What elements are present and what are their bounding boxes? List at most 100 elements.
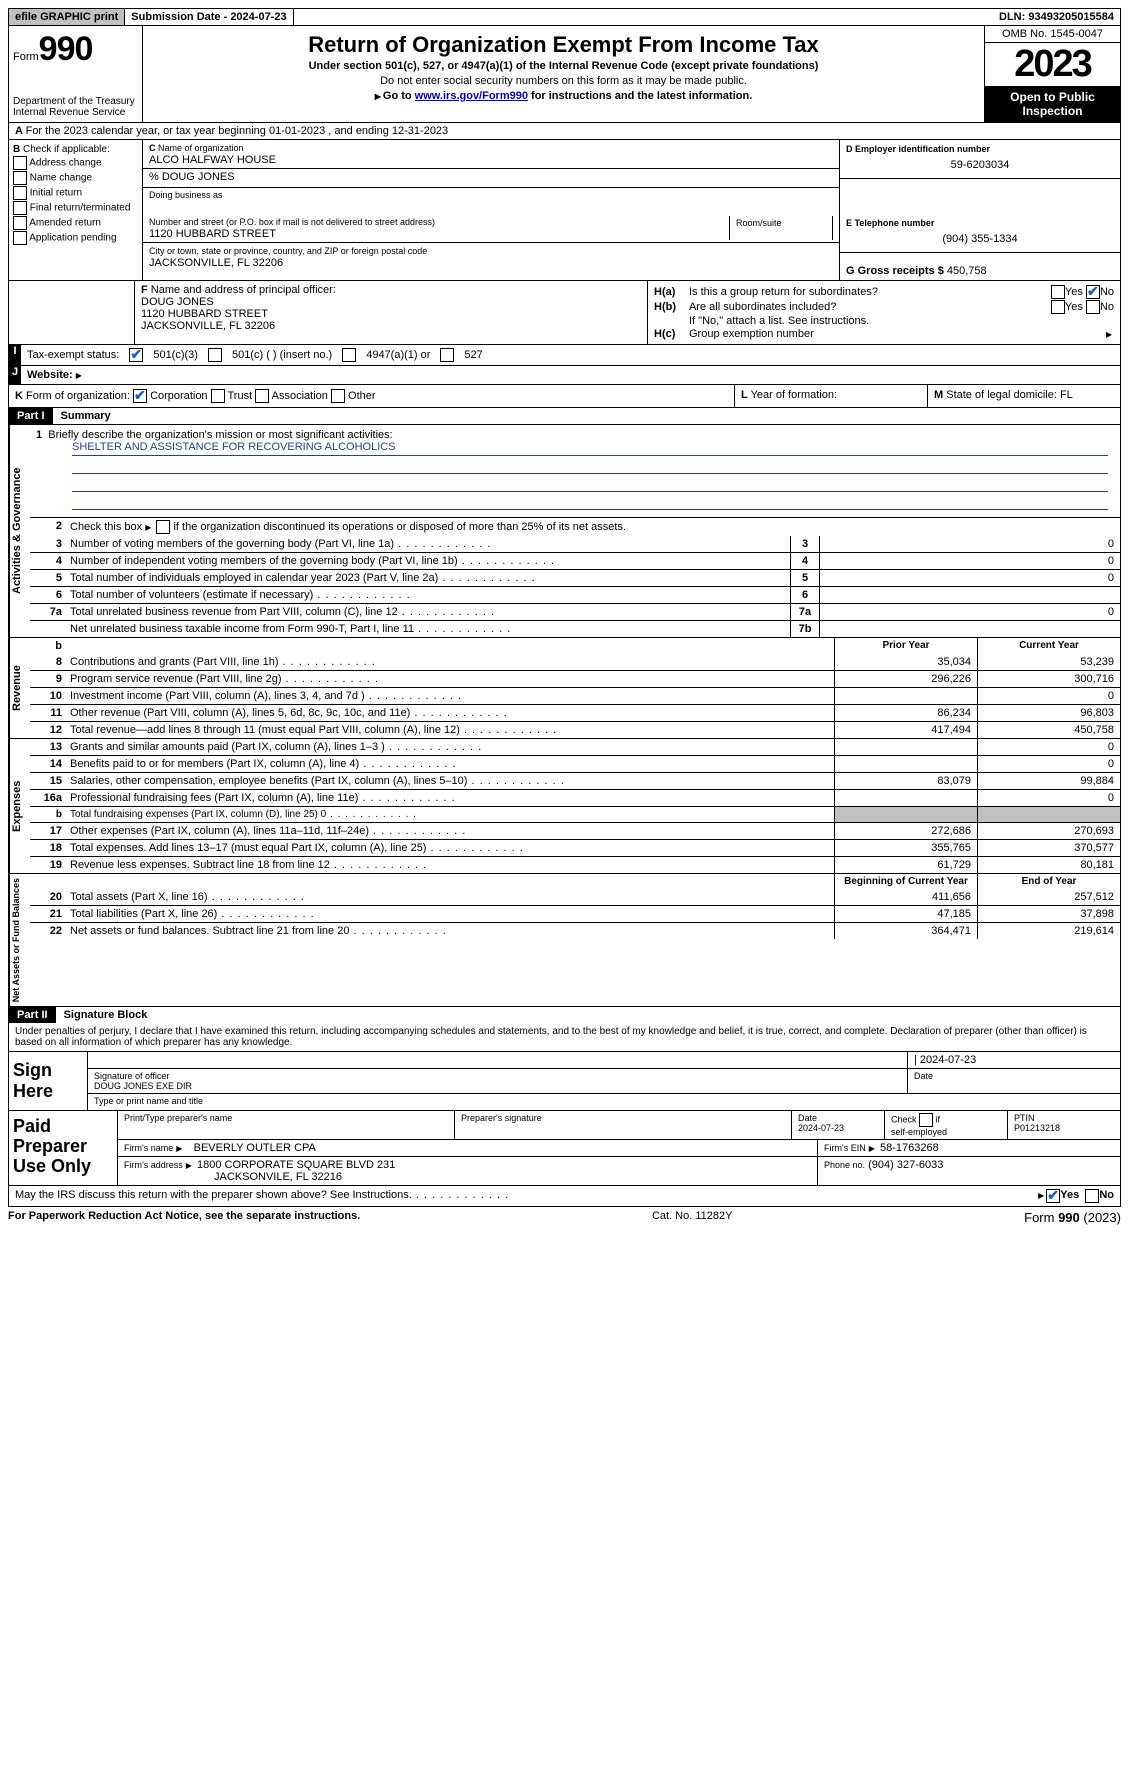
row-j-label: J — [9, 366, 21, 384]
cb-501c[interactable] — [208, 348, 222, 362]
line-13: Grants and similar amounts paid (Part IX… — [66, 739, 834, 755]
name-title-label: Type or print name and title — [88, 1094, 1120, 1108]
cb-4947[interactable] — [342, 348, 356, 362]
form-header: Form990 Department of the Treasury Inter… — [9, 26, 1120, 122]
curr-14: 0 — [977, 756, 1120, 772]
line-17: Other expenses (Part IX, column (A), lin… — [66, 823, 834, 839]
cb-discuss-yes[interactable] — [1046, 1189, 1060, 1203]
cb-527[interactable] — [440, 348, 454, 362]
tab-expenses: Expenses — [9, 739, 30, 873]
curr-9: 300,716 — [977, 671, 1120, 687]
line-9: Program service revenue (Part VIII, line… — [66, 671, 834, 687]
firm-phone: Phone no. (904) 327-6033 — [818, 1157, 1120, 1185]
cb-corporation[interactable] — [133, 389, 147, 403]
prior-15: 83,079 — [834, 773, 977, 789]
omb-number: OMB No. 1545-0047 — [985, 26, 1120, 43]
line-16a: Professional fundraising fees (Part IX, … — [66, 790, 834, 806]
website-field: Website: — [27, 369, 73, 381]
curr-10: 0 — [977, 688, 1120, 704]
prior-16a — [834, 790, 977, 806]
mission-label: Briefly describe the organization's miss… — [48, 429, 392, 441]
curr-21: 37,898 — [977, 906, 1120, 922]
line-22: Net assets or fund balances. Subtract li… — [66, 923, 834, 939]
ssn-note: Do not enter social security numbers on … — [151, 75, 976, 87]
firm-name: Firm's addressFirm's name BEVERLY OUTLER… — [118, 1140, 818, 1156]
val-5: 0 — [819, 570, 1120, 586]
cb-initial-return[interactable] — [13, 186, 27, 200]
cb-amended-return[interactable] — [13, 216, 27, 230]
val-7b — [819, 621, 1120, 637]
cb-501c3[interactable] — [129, 348, 143, 362]
page-footer: For Paperwork Reduction Act Notice, see … — [8, 1207, 1121, 1228]
cb-ha-yes[interactable] — [1051, 285, 1065, 299]
line-19: Revenue less expenses. Subtract line 18 … — [66, 857, 834, 873]
officer-sig-label: Signature of officerDOUG JONES EXE DIR — [88, 1069, 908, 1093]
line-8: Contributions and grants (Part VIII, lin… — [66, 654, 834, 670]
tax-exempt-status: Tax-exempt status: 501(c)(3) 501(c) ( ) … — [21, 345, 1120, 365]
firm-address: Firm's address 1800 CORPORATE SQUARE BLV… — [118, 1157, 818, 1185]
hdr-end-year: End of Year — [977, 874, 1120, 889]
state-domicile: M State of legal domicile: FL — [928, 385, 1120, 407]
form-of-org: K Form of organization: Corporation Trus… — [9, 385, 735, 407]
curr-13: 0 — [977, 739, 1120, 755]
cb-name-change[interactable] — [13, 171, 27, 185]
hdr-prior-year: Prior Year — [834, 638, 977, 654]
part-2-title: Signature Block — [56, 1007, 156, 1023]
cb-other[interactable] — [331, 389, 345, 403]
cb-ha-no[interactable] — [1086, 285, 1100, 299]
prep-ptin: PTINP01213218 — [1008, 1111, 1120, 1139]
line-3: Number of voting members of the governin… — [66, 536, 790, 552]
sign-date: | 2024-07-23 — [908, 1052, 1120, 1068]
prior-14 — [834, 756, 977, 772]
part-1-title: Summary — [53, 408, 119, 424]
val-4: 0 — [819, 553, 1120, 569]
dept-treasury: Department of the Treasury Internal Reve… — [13, 96, 138, 118]
perjury-statement: Under penalties of perjury, I declare th… — [9, 1023, 1120, 1051]
cb-trust[interactable] — [211, 389, 225, 403]
line-11: Other revenue (Part VIII, column (A), li… — [66, 705, 834, 721]
prior-12: 417,494 — [834, 722, 977, 738]
top-bar: efile GRAPHIC print Submission Date - 20… — [8, 8, 1121, 26]
cb-final-return[interactable] — [13, 201, 27, 215]
prior-9: 296,226 — [834, 671, 977, 687]
section-g-receipts: G Gross receipts $ 450,758 — [840, 253, 1120, 280]
line-21: Total liabilities (Part X, line 26) — [66, 906, 834, 922]
curr-16a: 0 — [977, 790, 1120, 806]
prior-10 — [834, 688, 977, 704]
firm-ein: Firm's EIN 58-1763268 — [818, 1140, 1120, 1156]
line-14: Benefits paid to or for members (Part IX… — [66, 756, 834, 772]
prior-20: 411,656 — [834, 889, 977, 905]
line-b: Total fundraising expenses (Part IX, col… — [66, 807, 834, 822]
section-c-name: C Name of organizationALCO HALFWAY HOUSE… — [143, 140, 840, 214]
cb-hb-no[interactable] — [1086, 300, 1100, 314]
curr-15: 99,884 — [977, 773, 1120, 789]
cb-hb-yes[interactable] — [1051, 300, 1065, 314]
tab-net-assets: Net Assets or Fund Balances — [9, 874, 30, 1006]
form-number: Form990 — [13, 30, 138, 69]
cb-association[interactable] — [255, 389, 269, 403]
prior-21: 47,185 — [834, 906, 977, 922]
cb-address-change[interactable] — [13, 156, 27, 170]
prior-22: 364,471 — [834, 923, 977, 939]
line-7a: Total unrelated business revenue from Pa… — [66, 604, 790, 620]
irs-link[interactable]: www.irs.gov/Form990 — [415, 90, 528, 102]
line-18: Total expenses. Add lines 13–17 (must eq… — [66, 840, 834, 856]
submission-date: Submission Date - 2024-07-23 — [125, 9, 293, 25]
line-10: Investment income (Part VIII, column (A)… — [66, 688, 834, 704]
prior-19: 61,729 — [834, 857, 977, 873]
efile-print-button[interactable]: efile GRAPHIC print — [9, 9, 125, 25]
val-6 — [819, 587, 1120, 603]
val-7a: 0 — [819, 604, 1120, 620]
cb-discuss-no[interactable] — [1085, 1189, 1099, 1203]
section-b-checkboxes: B Check if applicable: Address change Na… — [9, 140, 143, 280]
prep-self-employed: Check ifself-employed — [885, 1111, 1008, 1139]
section-a-tax-year: A For the 2023 calendar year, or tax yea… — [9, 122, 1120, 139]
line-20: Total assets (Part X, line 16) — [66, 889, 834, 905]
prior-13 — [834, 739, 977, 755]
paid-preparer-label: Paid Preparer Use Only — [9, 1111, 118, 1185]
cb-discontinued[interactable] — [156, 520, 170, 534]
line-6: Total number of volunteers (estimate if … — [66, 587, 790, 603]
prep-sig-hdr: Preparer's signature — [455, 1111, 792, 1139]
cb-application-pending[interactable] — [13, 231, 27, 245]
curr-18: 370,577 — [977, 840, 1120, 856]
